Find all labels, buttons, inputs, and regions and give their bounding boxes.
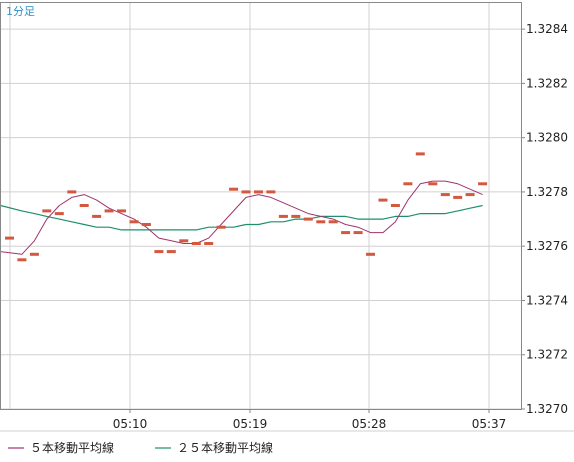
- candle: [54, 212, 64, 216]
- y-tick-label: 1.3270: [526, 402, 568, 416]
- y-tick-label: 1.3276: [526, 239, 568, 253]
- legend-label-ma25: ２５本移動平均線: [177, 440, 273, 455]
- ma5-line: [0, 180, 483, 255]
- candle: [316, 220, 326, 224]
- candle: [366, 252, 375, 256]
- candle: [216, 225, 226, 229]
- plot-frame: [0, 2, 522, 410]
- candle: [129, 220, 139, 224]
- timeframe-label: 1分足: [6, 5, 35, 18]
- candle: [29, 252, 39, 256]
- candle: [303, 217, 313, 221]
- candle: [266, 190, 276, 194]
- candle: [403, 182, 413, 186]
- candle: [241, 190, 251, 194]
- y-axis: 1.3270 1.3272 1.3274 1.3276 1.3278 1.3280 1.32…: [521, 22, 568, 416]
- candle: [17, 258, 27, 262]
- candle: [179, 239, 189, 243]
- ma25-line: [0, 204, 483, 231]
- candle: [191, 242, 201, 245]
- y-tick-label: 1.3274: [526, 293, 568, 307]
- y-tick-label: 1.3272: [526, 348, 568, 362]
- candle: [291, 214, 301, 218]
- x-tick-label: 05:10: [113, 417, 148, 431]
- candle: [42, 209, 52, 213]
- candle: [79, 204, 89, 207]
- candle: [154, 250, 164, 254]
- candle: [428, 182, 438, 186]
- legend-item-ma25: ２５本移動平均線: [155, 440, 273, 455]
- plot-area: [0, 152, 488, 262]
- candle: [104, 209, 114, 213]
- candle: [390, 204, 400, 207]
- candle: [278, 214, 288, 218]
- y-tick-label: 1.3280: [526, 131, 568, 145]
- candle: [478, 182, 488, 186]
- candle: [378, 198, 388, 202]
- candle: [328, 220, 338, 224]
- x-tick-label: 05:37: [472, 417, 507, 431]
- candle: [204, 242, 214, 245]
- legend-label-ma5: ５本移動平均線: [30, 440, 114, 455]
- legend-item-ma5: ５本移動平均線: [8, 440, 114, 455]
- candle: [254, 190, 263, 194]
- candle: [5, 236, 14, 240]
- x-tick-label: 05:19: [233, 417, 268, 431]
- x-axis: 05:10 05:19 05:28 05:37: [113, 409, 507, 431]
- candle: [67, 190, 77, 194]
- candle: [229, 187, 239, 191]
- candle: [465, 193, 475, 197]
- candle: [453, 195, 463, 199]
- candle: [166, 250, 176, 254]
- candle: [141, 223, 151, 226]
- candle: [341, 231, 351, 235]
- candle: [92, 214, 102, 218]
- legend: ５本移動平均線 ２５本移動平均線: [8, 440, 273, 455]
- candle: [415, 152, 425, 156]
- y-tick-label: 1.3282: [526, 76, 568, 90]
- y-tick-label: 1.3278: [526, 185, 568, 199]
- candle: [117, 209, 126, 213]
- candle: [353, 231, 363, 235]
- y-tick-label: 1.3284: [526, 22, 568, 36]
- candle: [440, 193, 450, 197]
- x-tick-label: 05:28: [352, 417, 387, 431]
